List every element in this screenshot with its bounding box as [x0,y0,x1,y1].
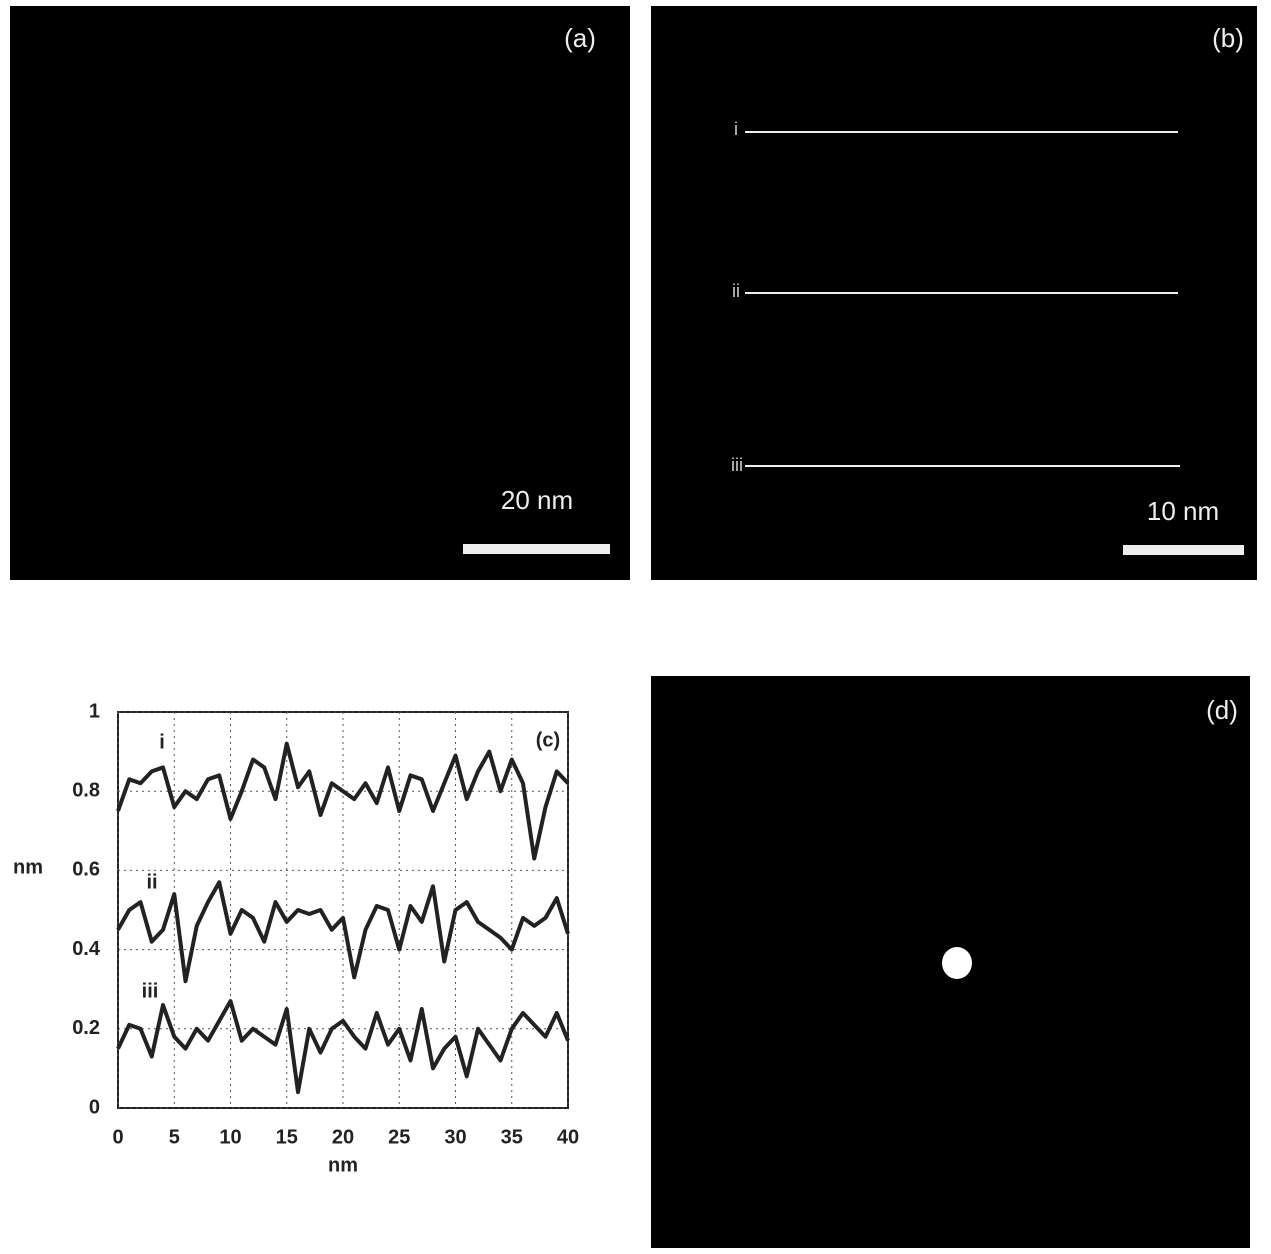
scale-label: 20 nm [501,485,573,515]
x-tick-label: 30 [444,1126,466,1148]
scale-bar [463,544,610,554]
line-label: ii [732,281,740,301]
x-tick-label: 40 [557,1126,579,1148]
panel-label: (d) [1206,695,1238,725]
diffraction-spot [942,947,972,979]
x-tick-label: 20 [332,1126,354,1148]
line-label: i [734,119,738,139]
annotation: (c) [536,729,560,751]
y-tick-label: 0.2 [72,1017,100,1039]
data-line [116,999,570,1095]
y-tick-label: 0.6 [72,859,100,881]
data-line [116,880,570,984]
chart: (c) nm nm 00.20.40.60.810 5 10 15 20 25 30 35 40… [13,700,579,1176]
x-tick-label: 0 [112,1126,123,1148]
y-tick-label: 1 [89,700,100,722]
x-tick-label: 25 [388,1126,410,1148]
series-label: i [159,731,165,753]
y-tick-label: 0 [89,1096,100,1118]
x-tick-label: 5 [169,1126,180,1148]
y-tick-label: 0.4 [72,938,101,960]
y-tick-label: 0.8 [72,779,100,801]
panel-label: (a) [564,23,596,53]
panel-a [10,6,630,580]
series-label: ii [146,871,157,893]
x-tick-label: 15 [276,1126,298,1148]
x-tick-label: 10 [219,1126,241,1148]
y-axis-label: nm [13,856,43,878]
x-tick-label: 35 [501,1126,523,1148]
data-line [116,741,570,861]
scale-bar [1123,545,1244,555]
series-label: iii [142,980,159,1002]
x-axis-label: nm [328,1154,358,1176]
line-label: iii [731,455,743,475]
panel-label: (b) [1212,23,1244,53]
scale-label: 10 nm [1147,496,1219,526]
